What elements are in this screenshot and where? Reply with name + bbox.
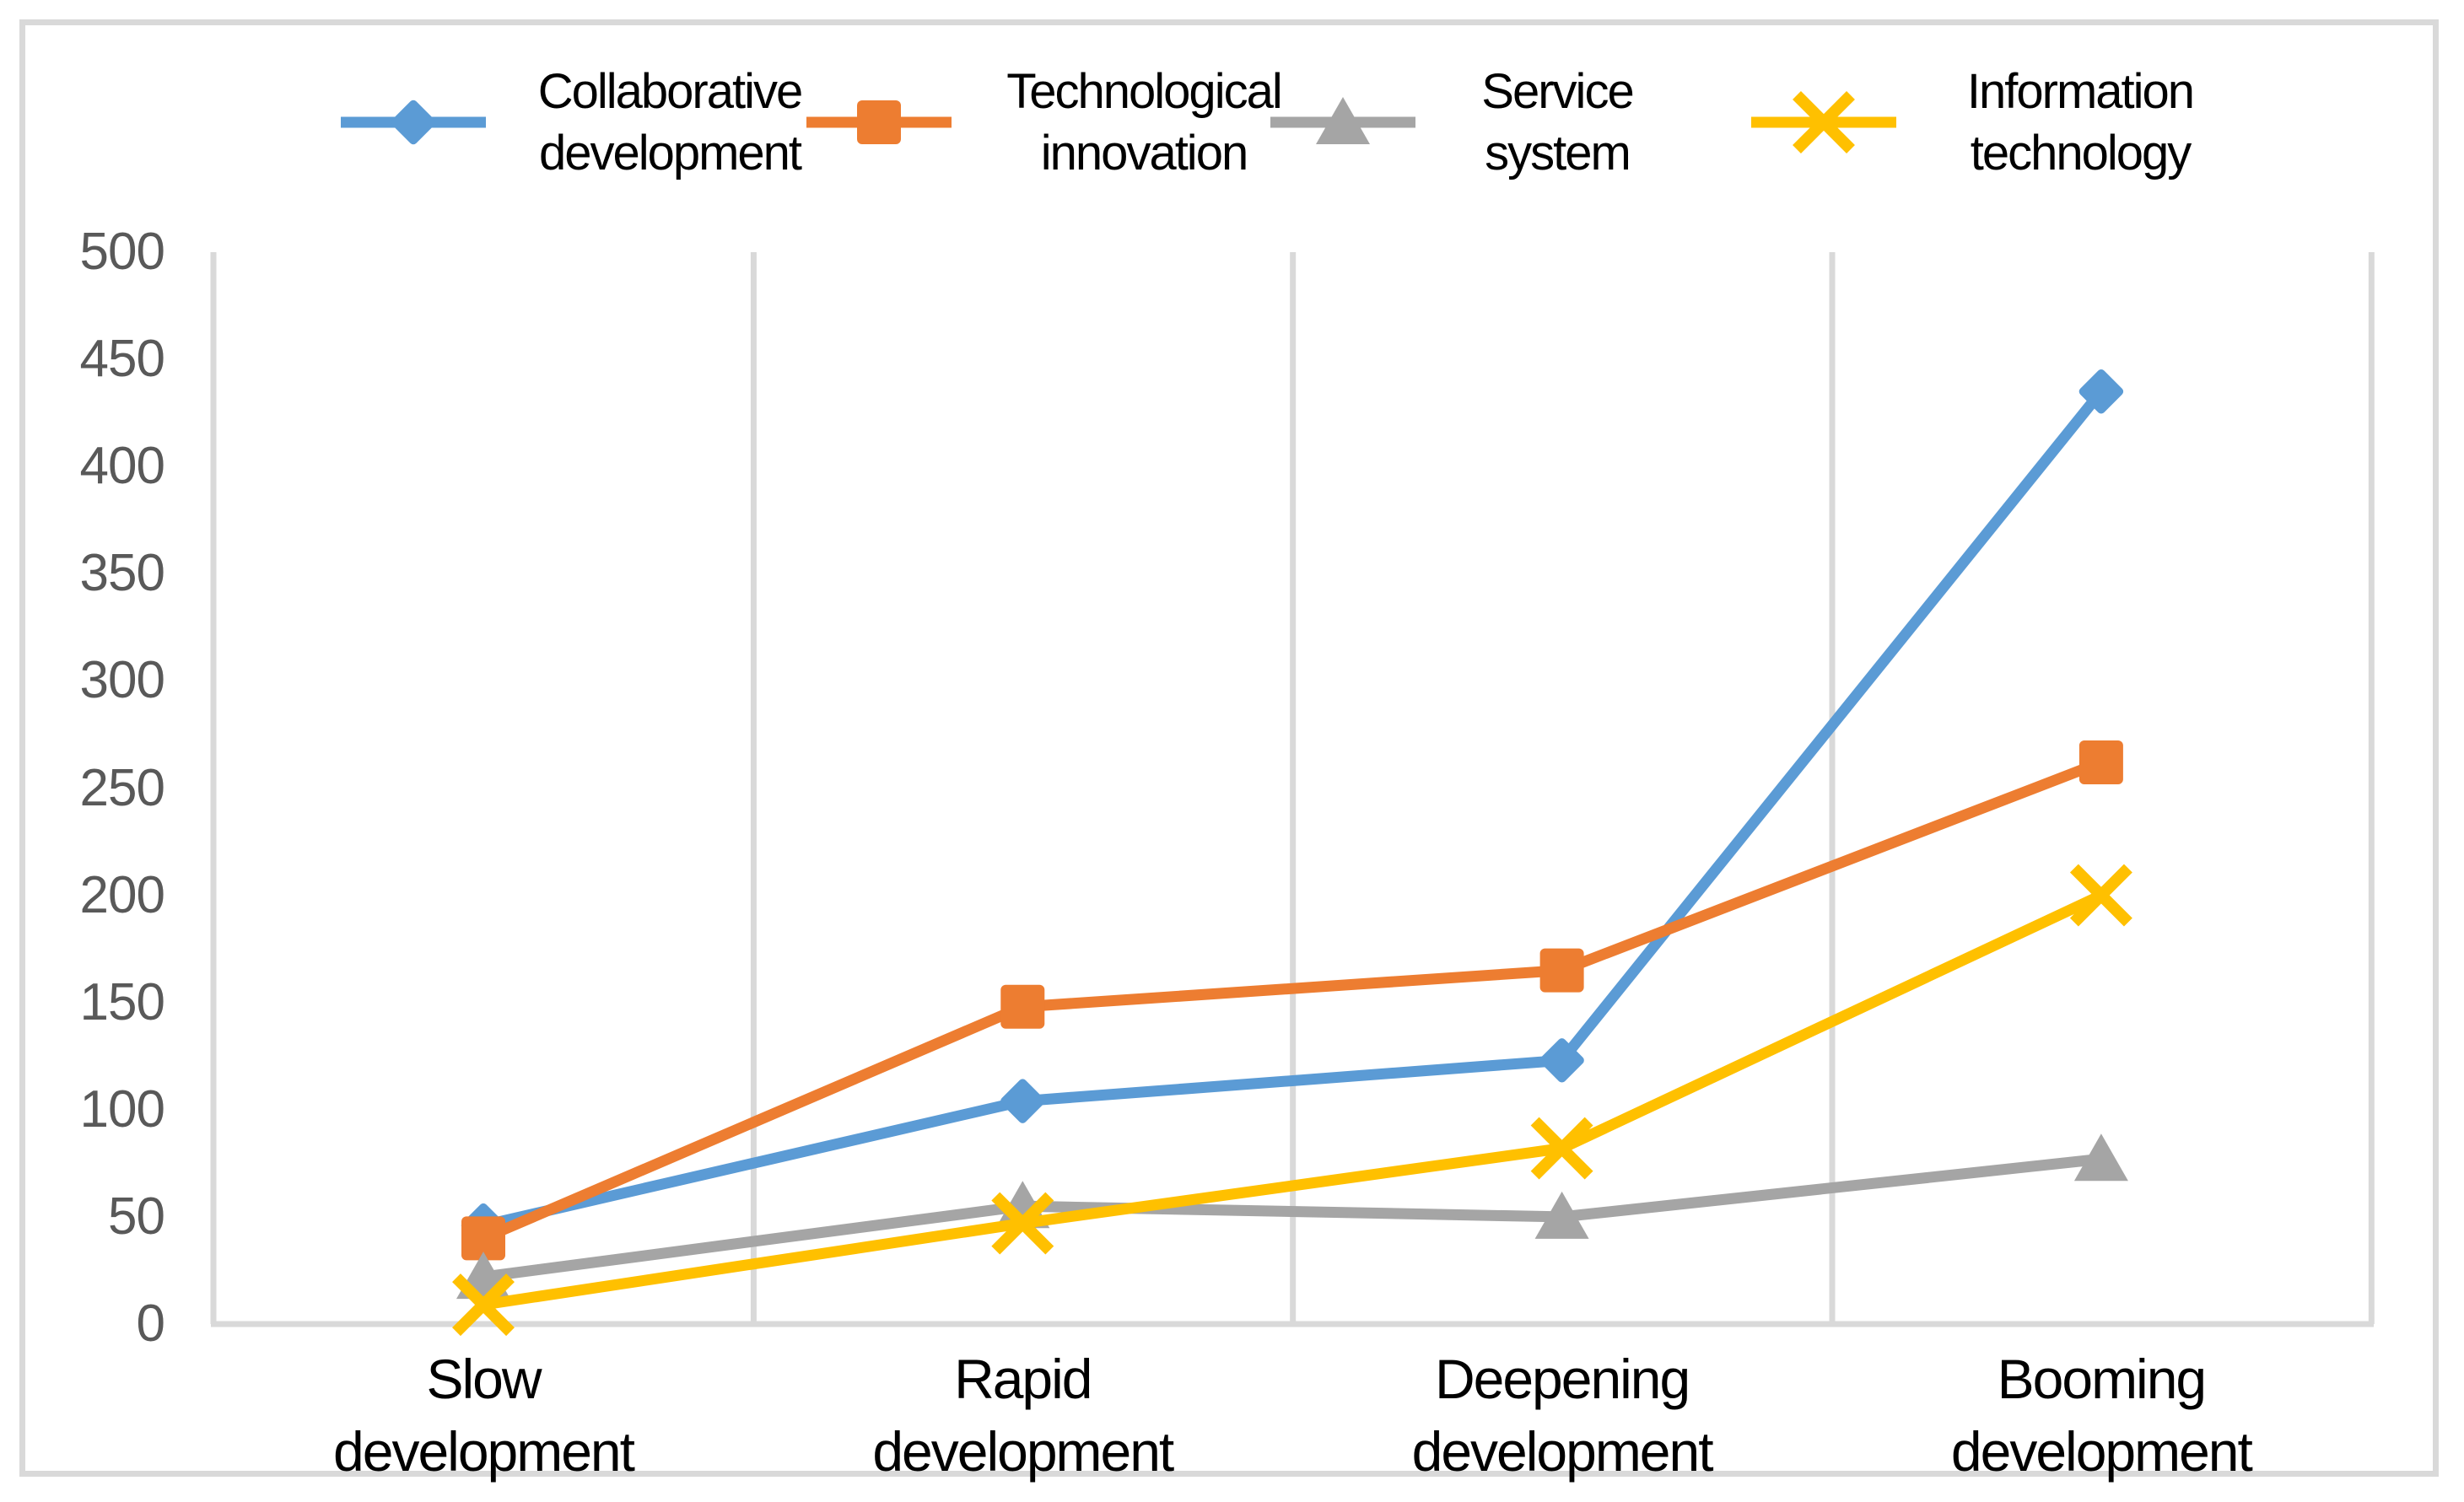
legend-marker-glyph (391, 100, 436, 145)
legend-triangle-marker-icon (1270, 97, 1415, 144)
legend-label: Collaborative development (537, 64, 804, 180)
data-point-marker (2078, 369, 2124, 414)
legend: Collaborative development Technological … (0, 57, 2464, 187)
y-tick-label: 100 (79, 1079, 165, 1139)
data-point-marker (2069, 864, 2132, 927)
y-tick-label: 300 (79, 651, 165, 710)
data-point-marker (1539, 948, 1584, 993)
legend-marker-glyph (1316, 97, 1370, 144)
data-point-marker (991, 1192, 1054, 1255)
series-line (482, 388, 2105, 1231)
legend-label: Service system (1481, 64, 1634, 180)
data-point-marker (1530, 1117, 1593, 1180)
data-point-marker (1539, 1038, 1584, 1083)
legend-item-technological-innovation: Technological innovation (803, 57, 1321, 187)
y-tick-label: 450 (79, 330, 165, 389)
x-category-label: Booming development (1950, 1348, 2253, 1483)
legend-square-marker-icon (806, 100, 952, 144)
y-tick-label: 200 (79, 865, 165, 924)
x-category-label: Rapid development (872, 1348, 1174, 1483)
series-line (481, 756, 2104, 1244)
y-tick-label: 50 (108, 1187, 165, 1246)
data-point-marker (452, 1273, 515, 1337)
y-tick-label: 150 (79, 972, 165, 1031)
legend-label: Technological innovation (1006, 64, 1282, 180)
y-tick-label: 350 (79, 544, 165, 603)
y-tick-label: 0 (136, 1295, 165, 1353)
chart-border (19, 19, 2439, 1477)
series-line (483, 890, 2104, 1311)
data-point-marker (1534, 1191, 1589, 1239)
data-point-marker (1000, 1079, 1045, 1123)
data-point-marker (461, 1216, 505, 1261)
y-tick-label: 250 (79, 758, 165, 817)
x-category-label: Deepening development (1411, 1348, 1714, 1483)
legend-marker-glyph (1793, 91, 1855, 153)
data-point-marker (1000, 984, 1045, 1029)
legend-item-collaborative-development: Collaborative development (337, 57, 838, 187)
y-tick-label: 400 (79, 437, 165, 496)
data-point-marker (2078, 740, 2123, 784)
data-point-marker (2073, 1133, 2128, 1182)
legend-item-service-system: Service system (1267, 57, 1684, 187)
legend-diamond-marker-icon (341, 100, 486, 145)
series-line (483, 1153, 2102, 1283)
legend-label: Information technology (1966, 64, 2195, 180)
legend-marker-glyph (857, 100, 901, 144)
legend-x-marker-icon (1751, 91, 1896, 153)
legend-item-information-technology: Information technology (1748, 57, 2249, 187)
x-category-label: Slow development (333, 1348, 635, 1483)
y-tick-label: 500 (79, 223, 165, 281)
